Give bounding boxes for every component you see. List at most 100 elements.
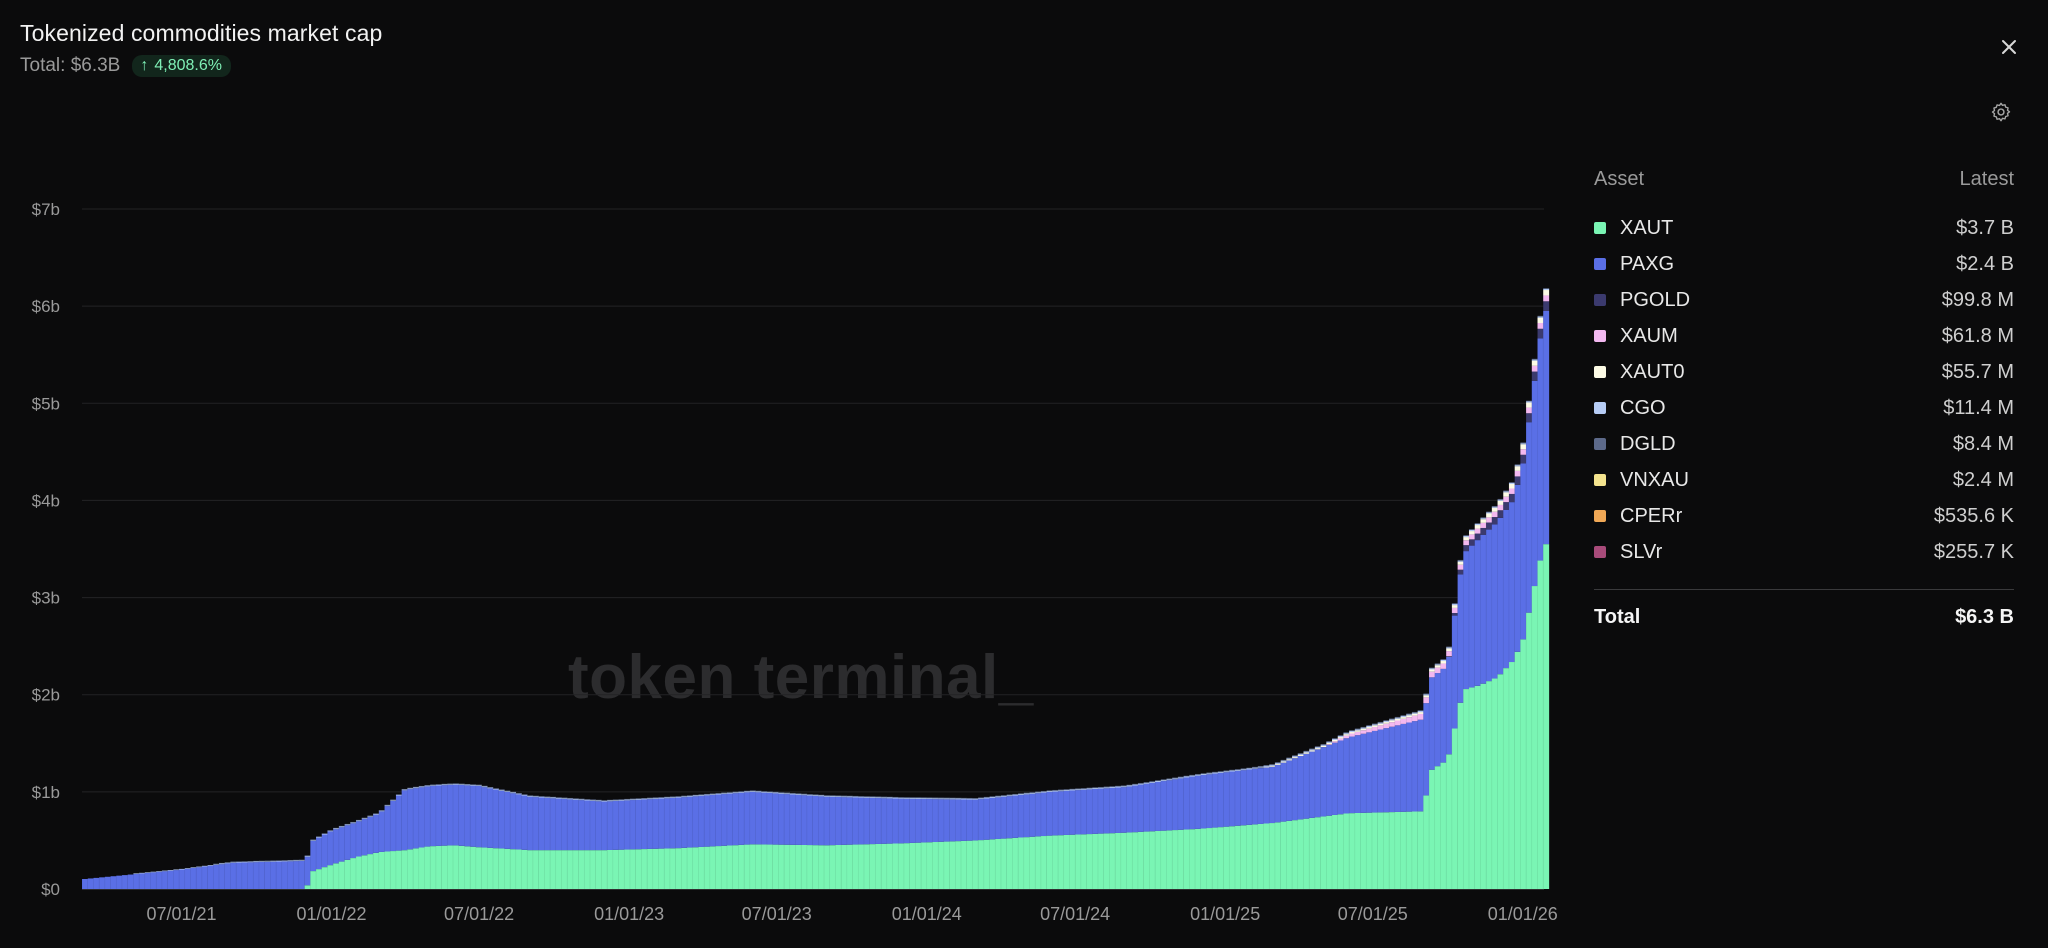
- bar-paxg[interactable]: [778, 793, 785, 845]
- chart-svg[interactable]: $0 $1b $2b $3b $4b $5b $6b $7b 07/01/21 01/01/22 0…: [0, 130, 1560, 948]
- bar-cgo[interactable]: [453, 783, 459, 785]
- bar-paxg[interactable]: [852, 797, 859, 845]
- bar-cgo[interactable]: [818, 795, 825, 797]
- bar-xaut[interactable]: [801, 844, 808, 889]
- bar-xaut[interactable]: [818, 845, 825, 889]
- close-button[interactable]: [1998, 36, 2020, 58]
- bar-xaut[interactable]: [692, 847, 699, 889]
- bar-paxg[interactable]: [789, 794, 796, 845]
- bar-xaum[interactable]: [1423, 697, 1430, 704]
- bar-paxg[interactable]: [1103, 788, 1110, 834]
- legend-item-cperr[interactable]: CPERr $535.6 K: [1594, 498, 2014, 534]
- bar-cgo[interactable]: [1417, 711, 1424, 713]
- bar-xaut[interactable]: [1080, 834, 1087, 889]
- bar-xaut[interactable]: [784, 844, 791, 889]
- bar-paxg[interactable]: [435, 785, 442, 846]
- bar-xaut[interactable]: [475, 847, 482, 889]
- bar-cgo[interactable]: [1080, 788, 1087, 790]
- bar-xaut[interactable]: [1195, 828, 1201, 889]
- bar-xaut[interactable]: [983, 839, 990, 889]
- bar-dgld[interactable]: [1526, 400, 1533, 402]
- bar-xaut[interactable]: [572, 850, 579, 889]
- bar-xaut[interactable]: [1366, 812, 1373, 889]
- bar-dgld[interactable]: [373, 813, 380, 814]
- bar-dgld[interactable]: [1069, 788, 1076, 790]
- bar-pgold[interactable]: [1457, 569, 1464, 575]
- bar-paxg[interactable]: [1543, 311, 1550, 545]
- bar-dgld[interactable]: [915, 797, 922, 799]
- bar-dgld[interactable]: [321, 833, 328, 834]
- bar-cgo[interactable]: [156, 871, 163, 872]
- bar-cgo[interactable]: [1109, 786, 1116, 788]
- bar-paxg[interactable]: [567, 799, 574, 851]
- bar-paxg[interactable]: [1531, 380, 1538, 587]
- bar-dgld[interactable]: [618, 799, 625, 800]
- bar-dgld[interactable]: [1520, 442, 1527, 444]
- bar-cgo[interactable]: [1195, 774, 1201, 776]
- bar-xaut0[interactable]: [1451, 605, 1458, 608]
- bar-xaut[interactable]: [1269, 823, 1276, 889]
- bar-cgo[interactable]: [544, 797, 551, 798]
- bar-paxg[interactable]: [407, 789, 414, 850]
- bar-cgo[interactable]: [1035, 792, 1042, 794]
- bar-cgo[interactable]: [1217, 771, 1224, 773]
- bar-dgld[interactable]: [875, 796, 882, 798]
- bar-cgo[interactable]: [373, 813, 380, 815]
- bar-dgld[interactable]: [1200, 773, 1207, 774]
- bar-cgo[interactable]: [1257, 766, 1264, 768]
- bar-xaut[interactable]: [1240, 825, 1247, 889]
- bar-dgld[interactable]: [1080, 788, 1087, 789]
- bar-dgld[interactable]: [652, 797, 659, 799]
- bar-paxg[interactable]: [1486, 529, 1493, 682]
- bar-dgld[interactable]: [943, 797, 950, 799]
- bar-dgld[interactable]: [995, 795, 1002, 797]
- bar-paxg[interactable]: [1252, 768, 1259, 825]
- bar-paxg[interactable]: [601, 801, 608, 851]
- bar-dgld[interactable]: [1354, 728, 1361, 730]
- bar-dgld[interactable]: [247, 861, 254, 862]
- bar-xaut[interactable]: [521, 849, 528, 889]
- bar-paxg[interactable]: [1349, 736, 1356, 814]
- bar-dgld[interactable]: [966, 797, 973, 799]
- bar-paxg[interactable]: [1263, 767, 1270, 824]
- bar-cgo[interactable]: [338, 826, 345, 828]
- bar-cgo[interactable]: [367, 816, 374, 817]
- bar-cgo[interactable]: [572, 798, 579, 800]
- bar-cgo[interactable]: [989, 797, 996, 798]
- bar-paxg[interactable]: [1417, 719, 1424, 812]
- bar-cgo[interactable]: [812, 795, 819, 796]
- bar-xaut[interactable]: [664, 848, 671, 889]
- bar-paxg[interactable]: [1343, 738, 1350, 814]
- bar-cgo[interactable]: [766, 792, 773, 793]
- bar-xaum[interactable]: [1537, 323, 1544, 329]
- bar-dgld[interactable]: [327, 830, 334, 831]
- bar-paxg[interactable]: [938, 799, 945, 842]
- bar-xaut[interactable]: [435, 845, 442, 889]
- bar-xaum[interactable]: [1468, 534, 1475, 540]
- bar-cgo[interactable]: [978, 798, 985, 800]
- bar-cgo[interactable]: [1468, 530, 1475, 532]
- bar-paxg[interactable]: [715, 794, 722, 847]
- bar-dgld[interactable]: [567, 797, 574, 799]
- bar-paxg[interactable]: [721, 794, 728, 846]
- bar-cgo[interactable]: [190, 867, 197, 868]
- bar-dgld[interactable]: [1406, 713, 1413, 715]
- bar-paxg[interactable]: [521, 795, 528, 850]
- bar-paxg[interactable]: [949, 799, 956, 842]
- bar-paxg[interactable]: [835, 797, 842, 845]
- bar-paxg[interactable]: [316, 837, 322, 870]
- bar-paxg[interactable]: [647, 799, 654, 849]
- bar-dgld[interactable]: [350, 821, 357, 823]
- bar-xaut[interactable]: [1217, 827, 1224, 889]
- bar-dgld[interactable]: [258, 860, 265, 862]
- bar-paxg[interactable]: [561, 798, 568, 851]
- bar-xaut[interactable]: [589, 850, 596, 889]
- bar-dgld[interactable]: [407, 787, 414, 789]
- bar-xaut[interactable]: [1377, 812, 1384, 889]
- bar-xaut[interactable]: [1274, 822, 1281, 889]
- bar-cgo[interactable]: [1389, 719, 1396, 721]
- bar-cgo[interactable]: [898, 797, 905, 799]
- bar-cgo[interactable]: [1274, 762, 1281, 764]
- bar-paxg[interactable]: [104, 876, 111, 889]
- bar-xaut0[interactable]: [1297, 754, 1304, 756]
